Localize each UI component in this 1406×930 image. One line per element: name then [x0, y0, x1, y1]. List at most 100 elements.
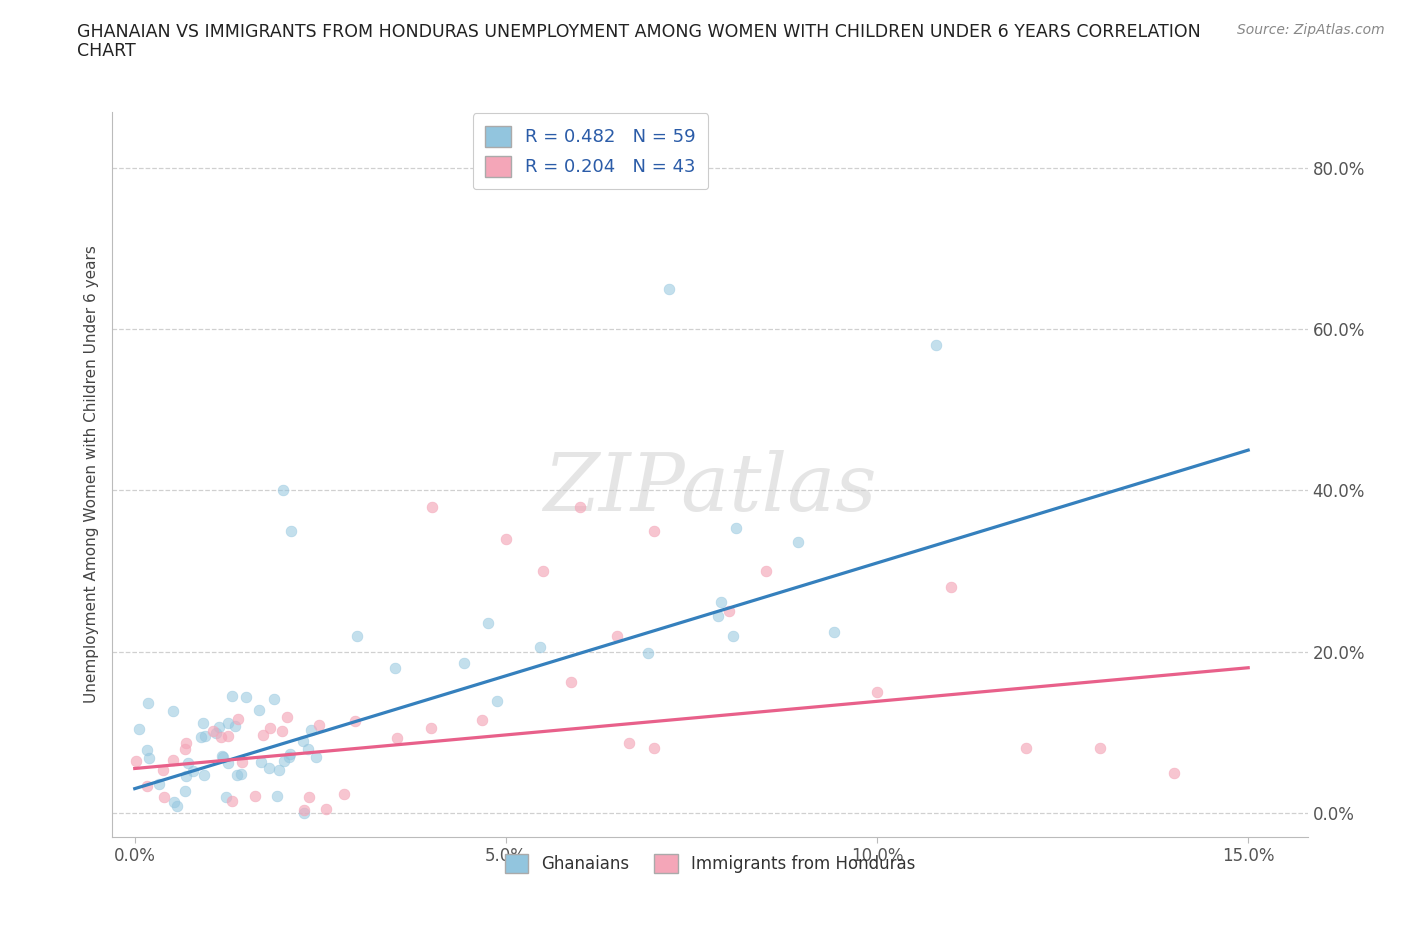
- Point: [211, 749, 233, 764]
- Point: [136, 742, 159, 757]
- Point: [173, 784, 195, 799]
- Point: [485, 693, 508, 708]
- Point: [217, 755, 239, 770]
- Point: [138, 751, 160, 765]
- Point: [419, 721, 441, 736]
- Point: [212, 750, 235, 764]
- Point: [278, 747, 301, 762]
- Point: [209, 730, 232, 745]
- Point: [617, 736, 640, 751]
- Legend: Ghanaians, Immigrants from Honduras: Ghanaians, Immigrants from Honduras: [498, 847, 922, 880]
- Point: [194, 729, 217, 744]
- Text: ZIPatlas: ZIPatlas: [543, 450, 877, 527]
- Point: [941, 579, 963, 594]
- Point: [560, 675, 582, 690]
- Point: [1088, 741, 1111, 756]
- Point: [637, 645, 659, 660]
- Point: [823, 625, 845, 640]
- Point: [277, 750, 299, 764]
- Point: [226, 711, 249, 726]
- Y-axis label: Unemployment Among Women with Children Under 6 years: Unemployment Among Women with Children U…: [84, 246, 100, 703]
- Point: [125, 754, 148, 769]
- Point: [299, 723, 322, 737]
- Point: [259, 721, 281, 736]
- Text: CHART: CHART: [77, 42, 136, 60]
- Point: [202, 724, 225, 738]
- Point: [162, 752, 184, 767]
- Point: [606, 628, 628, 643]
- Point: [344, 713, 367, 728]
- Point: [163, 794, 186, 809]
- Point: [152, 763, 174, 777]
- Point: [229, 766, 252, 781]
- Point: [292, 805, 315, 820]
- Point: [166, 799, 188, 814]
- Point: [136, 778, 159, 793]
- Point: [225, 768, 247, 783]
- Point: [174, 769, 197, 784]
- Point: [755, 564, 778, 578]
- Point: [136, 696, 159, 711]
- Point: [710, 595, 733, 610]
- Point: [191, 716, 214, 731]
- Point: [725, 521, 748, 536]
- Point: [162, 704, 184, 719]
- Point: [193, 768, 215, 783]
- Point: [346, 628, 368, 643]
- Point: [643, 524, 665, 538]
- Point: [1163, 765, 1185, 780]
- Point: [786, 535, 808, 550]
- Point: [247, 703, 270, 718]
- Point: [271, 483, 294, 498]
- Point: [235, 690, 257, 705]
- Point: [297, 742, 319, 757]
- Point: [723, 629, 745, 644]
- Point: [477, 616, 499, 631]
- Point: [245, 789, 267, 804]
- Point: [181, 764, 204, 778]
- Point: [190, 729, 212, 744]
- Point: [707, 608, 730, 623]
- Point: [531, 564, 554, 578]
- Point: [177, 755, 200, 770]
- Point: [292, 734, 315, 749]
- Point: [173, 741, 195, 756]
- Point: [420, 499, 443, 514]
- Point: [276, 710, 298, 724]
- Point: [153, 789, 176, 804]
- Point: [231, 755, 253, 770]
- Point: [269, 763, 291, 777]
- Point: [280, 524, 302, 538]
- Point: [270, 724, 292, 738]
- Point: [495, 531, 517, 546]
- Point: [221, 793, 243, 808]
- Point: [292, 802, 315, 817]
- Point: [273, 754, 295, 769]
- Point: [249, 754, 271, 769]
- Point: [643, 741, 665, 756]
- Point: [315, 802, 337, 817]
- Point: [224, 718, 246, 733]
- Point: [221, 689, 243, 704]
- Point: [471, 712, 494, 727]
- Point: [384, 660, 406, 675]
- Point: [569, 499, 592, 514]
- Point: [717, 604, 740, 618]
- Point: [217, 716, 239, 731]
- Point: [174, 736, 197, 751]
- Point: [298, 790, 321, 804]
- Point: [385, 731, 408, 746]
- Point: [148, 777, 170, 791]
- Point: [257, 761, 280, 776]
- Point: [1014, 741, 1036, 756]
- Text: GHANAIAN VS IMMIGRANTS FROM HONDURAS UNEMPLOYMENT AMONG WOMEN WITH CHILDREN UNDE: GHANAIAN VS IMMIGRANTS FROM HONDURAS UNE…: [77, 23, 1201, 41]
- Point: [266, 789, 288, 804]
- Point: [215, 790, 238, 804]
- Point: [658, 282, 681, 297]
- Point: [263, 691, 285, 706]
- Text: Source: ZipAtlas.com: Source: ZipAtlas.com: [1237, 23, 1385, 37]
- Point: [305, 750, 328, 764]
- Point: [128, 721, 150, 736]
- Point: [208, 720, 231, 735]
- Point: [252, 727, 274, 742]
